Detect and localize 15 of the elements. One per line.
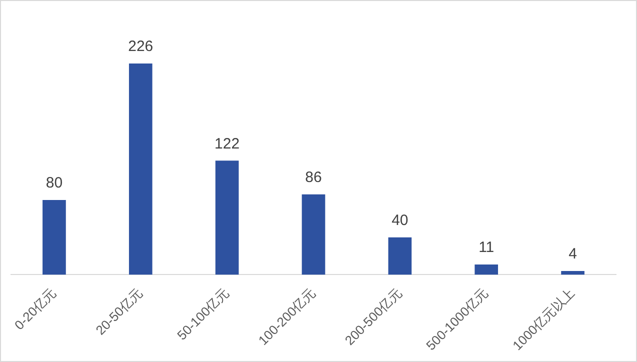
bar [474, 264, 498, 275]
bar [128, 63, 152, 275]
bar [388, 237, 412, 275]
bar [302, 194, 326, 275]
data-label: 122 [214, 135, 240, 152]
data-label: 86 [305, 168, 322, 186]
data-label: 4 [568, 246, 577, 263]
bar [215, 160, 239, 275]
data-label: 11 [478, 239, 494, 256]
data-label: 80 [46, 174, 63, 192]
x-tick-label: 0-20亿元 [11, 285, 59, 333]
data-label: 226 [128, 38, 154, 56]
data-label: 40 [392, 212, 408, 229]
bar [561, 270, 584, 275]
bar [42, 200, 66, 275]
